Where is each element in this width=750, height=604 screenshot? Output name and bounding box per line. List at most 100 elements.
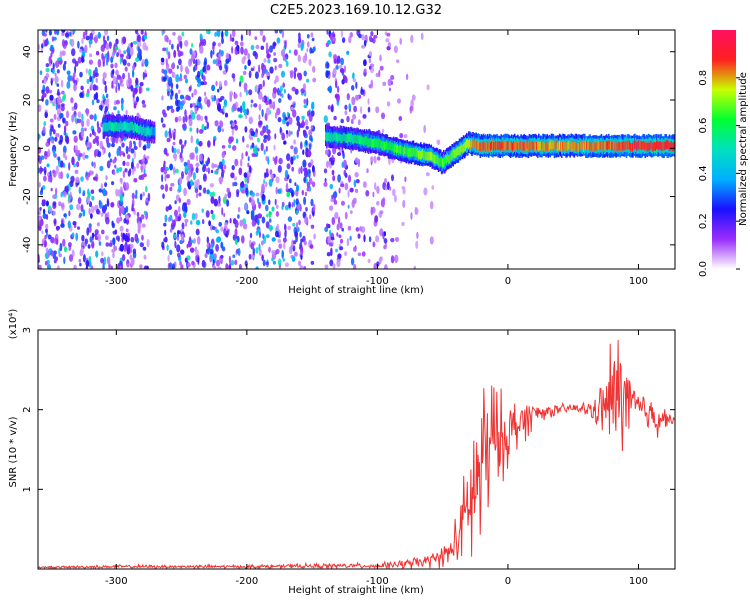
spectrogram-noise-cell	[338, 234, 342, 239]
spectrogram-noise-cell	[170, 108, 175, 114]
spectrogram-noise-cell	[284, 116, 288, 121]
spectrogram-noise-cell	[296, 129, 299, 138]
spectrogram-noise-cell	[45, 73, 50, 78]
spectrogram-noise-cell	[96, 121, 99, 129]
spectrogram-noise-cell	[114, 46, 119, 51]
spectrogram-noise-cell	[247, 162, 250, 168]
spectrogram-trace-cell	[634, 140, 636, 149]
spectrogram-noise-cell	[339, 246, 344, 251]
spectrogram-noise-cell	[253, 103, 258, 108]
spectrogram-noise-cell	[276, 204, 279, 209]
spectrogram-noise-cell	[218, 221, 222, 227]
spectrogram-noise-cell	[265, 145, 268, 152]
spectrogram-noise-cell	[195, 192, 199, 199]
spectrogram-noise-cell	[39, 206, 42, 211]
spectrogram-noise-cell	[121, 142, 125, 148]
spectrogram-noise-cell	[169, 186, 173, 192]
spectrogram-trace-cell	[586, 140, 588, 150]
spectrogram-trace-cell	[417, 150, 420, 160]
spectrogram-noise-cell	[87, 191, 91, 199]
spectrogram-noise-cell	[111, 143, 115, 148]
spectrogram-noise-cell	[223, 99, 228, 108]
spectrogram-noise-cell	[163, 69, 168, 75]
spectrogram-noise-cell	[392, 188, 396, 197]
spectrogram-noise-cell	[161, 241, 165, 249]
spectrogram-noise-cell	[231, 73, 236, 79]
spectrogram-noise-cell	[262, 79, 265, 88]
spectrogram-noise-cell	[136, 162, 140, 169]
spectrogram-noise-cell	[85, 30, 88, 36]
spectrogram-trace-cell	[463, 142, 466, 152]
spectrogram-noise-cell	[82, 31, 86, 40]
spectrogram-noise-cell	[184, 165, 189, 173]
spectrogram-noise-cell	[258, 103, 262, 111]
spectrogram-trace-cell	[442, 158, 444, 168]
spectrogram-noise-cell	[147, 192, 151, 202]
spectrogram-noise-cell	[195, 162, 200, 167]
spectrogram-trace-cell	[585, 141, 587, 150]
spectrogram-noise-cell	[306, 181, 310, 189]
spectrogram-trace-cell	[414, 147, 417, 157]
spectrogram-trace-cell	[426, 151, 428, 161]
spectrogram-noise-cell	[174, 116, 179, 123]
spectrogram-trace-cell	[387, 143, 390, 152]
spectrogram-noise-cell	[163, 160, 166, 165]
spectrogram-trace-cell	[360, 137, 363, 146]
spectrogram-trace-cell	[395, 143, 397, 153]
spectrogram-noise-cell	[58, 248, 61, 255]
spectrogram-noise-cell	[246, 144, 250, 148]
spectrogram-noise-cell	[241, 189, 246, 194]
spectrogram-noise-cell	[279, 92, 282, 97]
spectrogram-noise-cell	[229, 262, 232, 269]
spectrogram-noise-cell	[96, 99, 100, 104]
spectrogram-noise-cell	[402, 199, 406, 208]
spectrogram-noise-cell	[278, 30, 283, 34]
spectrogram-noise-cell	[364, 34, 368, 42]
spectrogram-noise-cell	[236, 138, 239, 144]
spectrogram-noise-cell	[196, 138, 199, 145]
spectrogram-trace-cell	[615, 141, 617, 150]
spectrogram-noise-cell	[266, 53, 271, 59]
spectrogram-trace-cell	[571, 142, 573, 151]
spectrogram-noise-cell	[357, 252, 362, 257]
spectrogram-noise-cell	[95, 77, 98, 83]
spectrogram-noise-cell	[217, 266, 222, 269]
spectrogram-trace-cell	[386, 141, 389, 151]
spectrogram-noise-cell	[305, 125, 309, 130]
spectrogram-trace-cell	[107, 122, 110, 131]
spectrogram-noise-cell	[111, 220, 114, 227]
spectrogram-trace-cell	[580, 141, 583, 150]
spectrogram-noise-cell	[118, 82, 120, 92]
spectrogram-noise-cell	[88, 68, 92, 77]
y-tick-label: 2	[22, 406, 33, 412]
spectrogram-noise-cell	[341, 37, 346, 43]
spectrogram-noise-cell	[42, 213, 47, 219]
spectrogram-trace-cell	[644, 142, 647, 152]
spectrogram-noise-cell	[281, 204, 284, 211]
spectrogram-trace-cell	[578, 142, 581, 152]
spectrogram-trace-cell	[548, 142, 551, 152]
spectrogram-noise-cell	[281, 30, 284, 39]
spectrogram-noise-cell	[213, 164, 218, 168]
spectrogram-noise-cell	[48, 208, 53, 213]
spectrogram-noise-cell	[115, 99, 120, 105]
spectrogram-noise-cell	[184, 139, 187, 145]
x-tick-label: 0	[505, 276, 511, 287]
spectrogram-y-axis-label: Frequency (Hz)	[8, 111, 19, 187]
spectrogram-noise-cell	[271, 237, 276, 242]
spectrogram-noise-cell	[349, 32, 353, 38]
spectrogram-noise-cell	[386, 181, 390, 190]
spectrogram-noise-cell	[142, 246, 147, 251]
spectrogram-noise-cell	[115, 38, 119, 45]
spectrogram-noise-cell	[246, 210, 250, 215]
spectrogram-noise-cell	[217, 88, 220, 93]
spectrogram-noise-cell	[69, 204, 74, 211]
spectrogram-noise-cell	[383, 238, 388, 244]
spectrogram-noise-cell	[271, 250, 276, 255]
spectrogram-trace-cell	[430, 151, 433, 161]
spectrogram-noise-cell	[233, 93, 238, 99]
spectrogram-noise-cell	[199, 45, 204, 54]
x-tick-label: -200	[236, 576, 259, 587]
spectrogram-noise-cell	[45, 228, 48, 233]
spectrogram-trace-cell	[410, 147, 413, 157]
